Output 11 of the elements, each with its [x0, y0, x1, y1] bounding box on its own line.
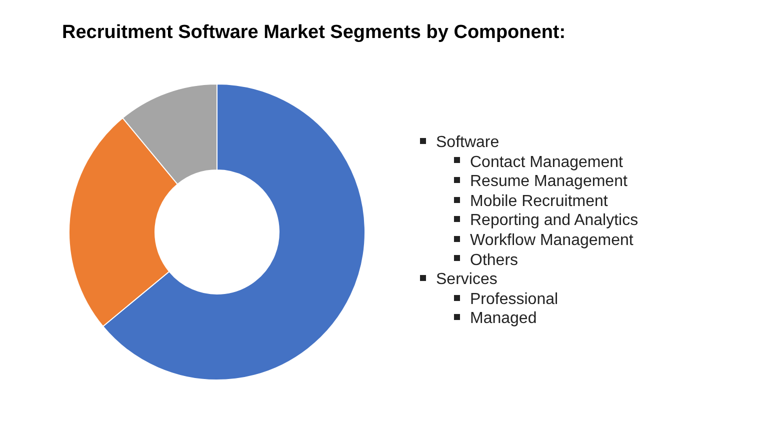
text: Mobile Recruitment: [469, 192, 609, 212]
text: Professional: [469, 290, 560, 310]
text: Software: [435, 133, 500, 153]
text: Resume Management: [469, 172, 628, 192]
text: Managed: [469, 309, 538, 329]
text: Reporting and Analytics: [469, 211, 638, 231]
text: Others: [469, 250, 520, 270]
text: Contact Management: [469, 152, 624, 172]
chart-title: Recruitment Software Market Segments by Component:: [62, 22, 566, 44]
text: Services: [435, 270, 498, 290]
text: Workflow Management: [469, 230, 634, 251]
